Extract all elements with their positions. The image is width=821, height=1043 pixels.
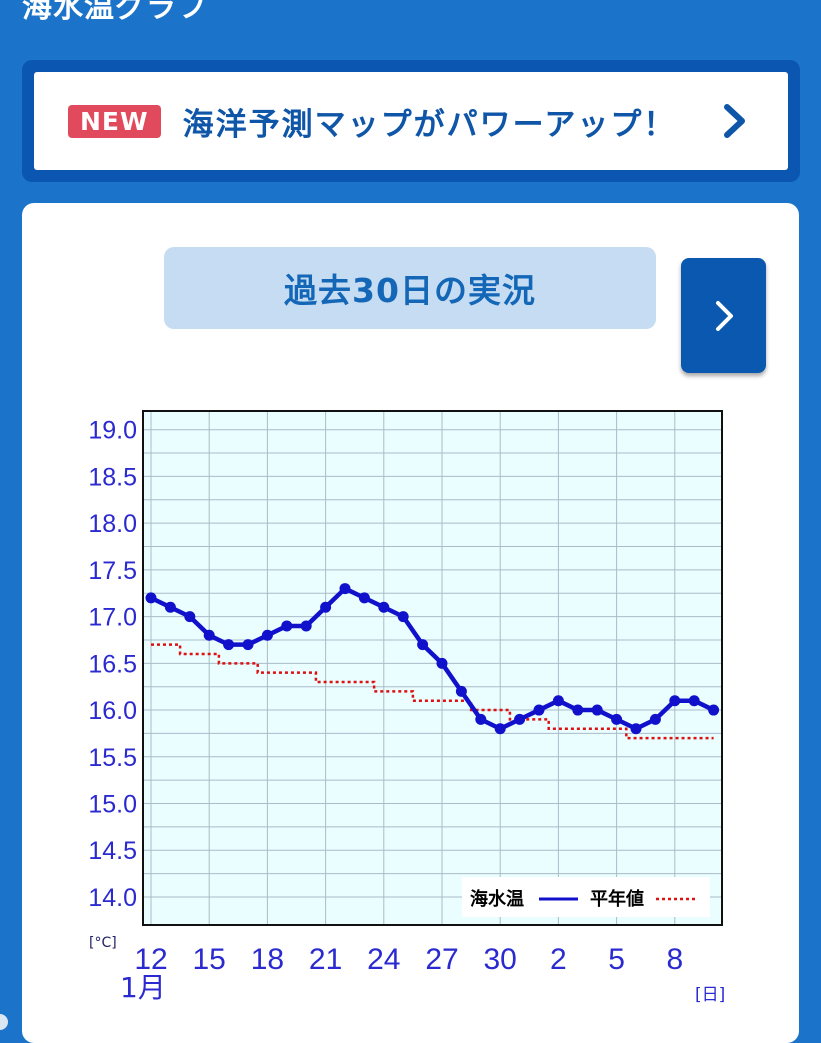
chevron-right-icon xyxy=(715,300,733,331)
series-sst-point xyxy=(164,601,176,613)
series-normal-line xyxy=(151,643,714,740)
page-title: 海水温グラフ xyxy=(22,0,208,25)
series-sst-point xyxy=(475,713,487,725)
series-sst-point xyxy=(455,685,467,697)
series-sst-point xyxy=(184,611,196,623)
x-tick-label: 8 xyxy=(666,943,683,976)
x-tick-label: 5 xyxy=(608,943,625,976)
y-tick-label: 15.5 xyxy=(88,744,137,772)
series-sst-point xyxy=(145,592,157,604)
y-tick-label: 14.5 xyxy=(88,837,137,865)
chevron-right-icon[interactable] xyxy=(714,101,754,141)
x-tick-label: 15 xyxy=(193,943,226,976)
series-sst-point xyxy=(649,713,661,725)
new-badge: NEW xyxy=(68,104,161,138)
y-tick-label: 18.5 xyxy=(88,463,137,491)
series-sst-point xyxy=(514,713,526,725)
y-tick-label: 15.0 xyxy=(88,791,137,819)
series-sst-point xyxy=(339,583,351,595)
series-sst-point xyxy=(591,704,603,716)
series-sst-point xyxy=(494,723,506,735)
y-tick-label: 18.0 xyxy=(88,510,137,538)
series-sst-point xyxy=(281,620,293,632)
series-sst-point xyxy=(630,723,642,735)
month-label: 1月 xyxy=(120,971,166,1004)
series-sst-point xyxy=(242,639,254,651)
next-period-button[interactable] xyxy=(681,258,766,373)
x-tick-label: 12 xyxy=(134,943,167,976)
scroll-indicator xyxy=(0,1014,8,1030)
plot-frame xyxy=(142,410,723,926)
x-tick-label: 27 xyxy=(425,943,458,976)
series-sst-point xyxy=(320,601,332,613)
series-sst-point xyxy=(223,639,235,651)
series-sst-point xyxy=(378,601,390,613)
series-sst-point xyxy=(688,695,700,707)
y-unit-label: [°C] xyxy=(89,935,117,951)
series-sst-point xyxy=(533,704,545,716)
series-sst-point xyxy=(203,629,215,641)
news-banner[interactable]: NEW 海洋予測マップがパワーアップ！ xyxy=(22,60,800,182)
y-tick-label: 17.0 xyxy=(88,604,137,632)
series-sst-point xyxy=(552,695,564,707)
series-sst-point xyxy=(261,629,273,641)
series-sst-point xyxy=(611,713,623,725)
y-tick-label: 16.5 xyxy=(88,650,137,678)
plot-area xyxy=(143,411,722,925)
y-tick-label: 14.0 xyxy=(88,884,137,912)
series-sst-point xyxy=(397,611,409,623)
x-tick-label: 18 xyxy=(251,943,284,976)
legend-label-sst: 海水温 xyxy=(470,888,524,910)
chart-card: 過去30日の実況 19.0 18.5 18.0 17.5 17.0 16.5 16.0 15.… xyxy=(22,203,799,1043)
legend-label-normal: 平年値 xyxy=(590,888,644,910)
series-sst-point xyxy=(669,695,681,707)
series-sst-point xyxy=(436,657,448,669)
x-tick-label: 21 xyxy=(309,943,342,976)
x-tick-label: 2 xyxy=(550,943,567,976)
x-tick-label: 24 xyxy=(367,943,400,976)
period-label: 過去30日の実況 xyxy=(164,247,656,329)
series-sst-point xyxy=(572,704,584,716)
series-sst-point xyxy=(417,639,429,651)
series-sst-point xyxy=(300,620,312,632)
y-tick-label: 16.0 xyxy=(88,697,137,725)
legend: 海水温 平年値 xyxy=(462,877,710,917)
news-banner-text[interactable]: 海洋予測マップがパワーアップ！ xyxy=(182,106,677,143)
series-sst-point xyxy=(358,592,370,604)
series-sst-point xyxy=(708,704,720,716)
x-tick-label: 30 xyxy=(484,943,517,976)
sea-temperature-chart: 19.0 18.5 18.0 17.5 17.0 16.5 16.0 15.5 15.0 14.5… xyxy=(88,410,725,1005)
x-unit-label: [日] xyxy=(695,985,725,1005)
y-tick-label: 19.0 xyxy=(88,417,137,445)
news-banner-inner[interactable]: NEW 海洋予測マップがパワーアップ！ xyxy=(34,72,788,170)
legend-box xyxy=(462,877,710,917)
y-tick-label: 17.5 xyxy=(88,557,137,585)
